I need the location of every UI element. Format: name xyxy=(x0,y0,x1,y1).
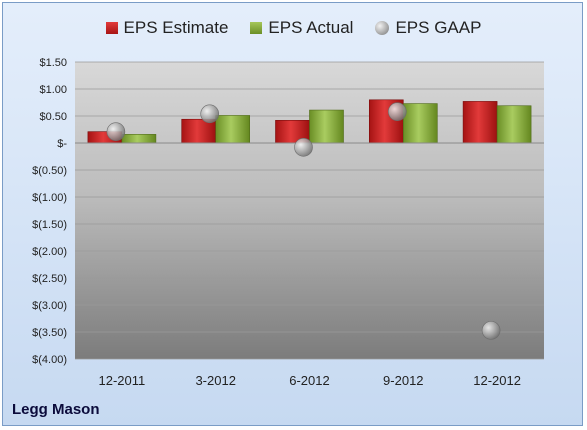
legend-swatch-actual xyxy=(250,22,263,34)
bar-eps-actual xyxy=(402,103,438,144)
y-tick-label: $(0.50) xyxy=(32,165,67,177)
legend-label-gaap: EPS GAAP xyxy=(395,18,482,37)
bar-eps-estimate xyxy=(462,101,498,144)
x-tick-label: 12-2011 xyxy=(99,373,146,388)
bar-eps-actual xyxy=(496,105,532,144)
x-axis-tick-labels: 12-2011 3-2012 6-2012 9-2012 12-2012 xyxy=(99,373,521,388)
point-eps-gaap xyxy=(106,122,126,141)
y-tick-label: $(3.50) xyxy=(32,327,67,339)
legend-item-actual: EPS Actual xyxy=(250,18,353,38)
x-tick-label: 9-2012 xyxy=(383,373,423,388)
legend-swatch-gaap xyxy=(375,21,390,35)
legend-item-gaap: EPS GAAP xyxy=(375,18,481,38)
y-tick-label: $(2.50) xyxy=(32,273,67,285)
legend-item-estimate: EPS Estimate xyxy=(105,18,229,38)
point-eps-gaap xyxy=(200,104,219,124)
x-tick-label: 12-2012 xyxy=(473,373,521,388)
y-tick-label: $0.50 xyxy=(39,111,67,123)
legend-label-actual: EPS Actual xyxy=(268,18,354,37)
y-tick-label: $(1.00) xyxy=(32,192,67,204)
chart-legend: EPS Estimate EPS Actual EPS GAAP xyxy=(0,15,587,41)
x-tick-label: 3-2012 xyxy=(195,373,235,388)
bar-eps-actual xyxy=(309,109,344,144)
gaap-points xyxy=(106,102,501,340)
y-tick-label: $(4.00) xyxy=(32,354,67,366)
bar-eps-actual xyxy=(121,134,157,144)
company-name: Legg Mason xyxy=(12,401,100,418)
y-tick-label: $- xyxy=(57,138,67,150)
y-axis-tick-labels: $1.50 $1.00 $0.50 $- $(0.50) $(1.00) $(1.50) $(… xyxy=(32,57,67,366)
point-eps-gaap xyxy=(387,102,407,121)
legend-label-estimate: EPS Estimate xyxy=(123,18,229,37)
point-eps-gaap xyxy=(481,321,501,340)
x-tick-label: 6-2012 xyxy=(289,373,329,388)
point-eps-gaap xyxy=(294,138,313,157)
y-tick-label: $(2.00) xyxy=(32,246,67,258)
y-tick-label: $(3.00) xyxy=(32,300,67,312)
y-tick-label: $1.50 xyxy=(39,57,67,69)
bar-eps-actual xyxy=(215,115,250,144)
y-tick-label: $1.00 xyxy=(39,84,67,96)
legend-swatch-estimate xyxy=(105,22,118,34)
y-tick-label: $(1.50) xyxy=(32,219,67,231)
